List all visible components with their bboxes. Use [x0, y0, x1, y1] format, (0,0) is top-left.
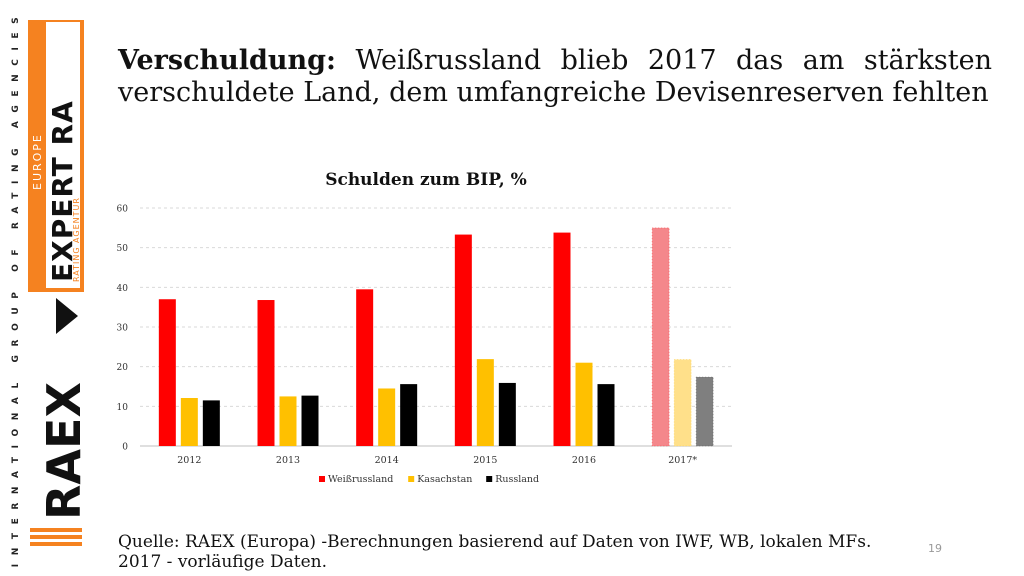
y-tick-label: 10	[117, 403, 129, 413]
bar-weißrussland-2016	[553, 232, 571, 446]
bar-russland-2012	[202, 400, 220, 446]
x-tick-label: 2014	[375, 455, 399, 466]
x-tick-label: 2013	[276, 455, 300, 466]
logo-agency-name: EXPERT RA	[46, 100, 79, 282]
bar-kasachstan-2014	[378, 388, 396, 446]
logo-raex: RAEX	[37, 382, 86, 520]
brand-tagline: INTERNATIONAL GROUP OF RATING AGENCIES	[11, 8, 21, 568]
bar-russland-2014	[400, 384, 418, 446]
bar-kasachstan-2016	[575, 362, 593, 446]
bar-weißrussland-2017	[651, 227, 670, 447]
page-number: 19	[928, 542, 942, 555]
bar-russland-2016	[597, 384, 615, 446]
logo-region: EUROPE	[31, 133, 44, 190]
slide-title-bold: Verschuldung:	[118, 45, 337, 76]
x-tick-label: 2016	[572, 455, 596, 466]
legend-swatch-kasachstan	[408, 476, 415, 482]
logo-stripe	[30, 528, 82, 532]
x-tick-label: 2015	[473, 455, 497, 466]
logo-stripe	[30, 542, 82, 546]
legend-label-kasachstan: Kasachstan	[417, 474, 472, 485]
legend-swatch-russland	[486, 476, 493, 482]
bar-weißrussland-2013	[257, 300, 275, 446]
legend-swatch-weißrussland	[319, 476, 325, 482]
bar-weißrussland-2012	[158, 299, 176, 446]
y-tick-label: 30	[117, 324, 129, 334]
source-note: Quelle: RAEX (Europa) -Berechnungen basi…	[118, 532, 872, 572]
bar-kasachstan-2013	[279, 396, 297, 446]
bar-russland-2013	[301, 395, 319, 446]
bar-kasachstan-2012	[180, 398, 198, 446]
slide-title-rest: Weißrussland blieb 2017 das am stärksten…	[118, 45, 992, 108]
slide-title: Verschuldung: Weißrussland blieb 2017 da…	[118, 45, 992, 109]
raex-logo: EUROPE EXPERT RA RATING AGENTUR RAEX	[28, 20, 86, 546]
chart-title: Schulden zum BIP, %	[325, 170, 527, 190]
bar-kasachstan-2015	[476, 359, 494, 446]
y-tick-label: 20	[117, 363, 129, 373]
brand-strip: INTERNATIONAL GROUP OF RATING AGENCIES E…	[0, 0, 110, 576]
logo-chevron	[56, 298, 78, 334]
bar-weißrussland-2014	[356, 289, 374, 446]
logo-agency-sub: RATING AGENTUR	[72, 197, 81, 282]
x-tick-label: 2017*	[668, 455, 697, 466]
y-tick-label: 60	[117, 205, 129, 215]
y-tick-label: 0	[122, 443, 128, 453]
logo-stripe	[30, 535, 82, 539]
y-tick-label: 40	[117, 284, 129, 294]
bar-weißrussland-2015	[454, 234, 472, 446]
legend-label-russland: Russland	[495, 474, 539, 485]
debt-to-gdp-chart: 0 10 20 30 40 50 60 2012 2013 2014 2015 2016 2017* We…	[117, 205, 732, 485]
bar-russland-2015	[498, 382, 516, 446]
x-tick-label: 2012	[177, 455, 201, 466]
y-tick-label: 50	[117, 244, 129, 254]
bar-kasachstan-2017	[673, 359, 692, 447]
logo-orange-bar	[30, 20, 46, 290]
bar-russland-2017	[695, 376, 714, 447]
legend-label-weißrussland: Weißrussland	[328, 474, 393, 485]
